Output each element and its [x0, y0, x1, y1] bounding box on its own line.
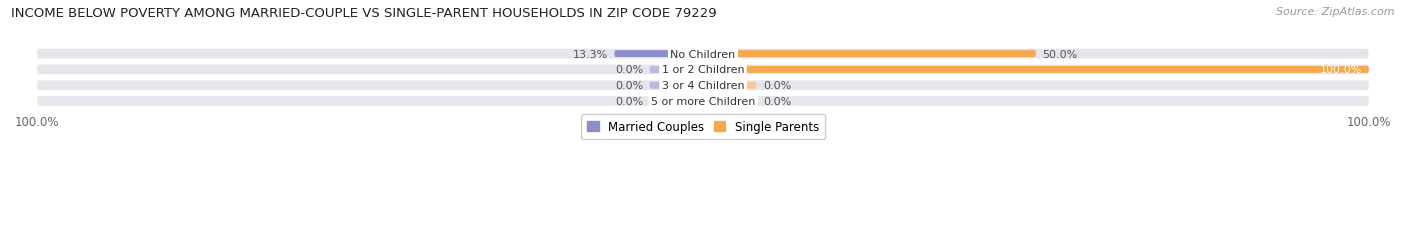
Text: 0.0%: 0.0% [763, 97, 792, 106]
Text: 5 or more Children: 5 or more Children [651, 97, 755, 106]
FancyBboxPatch shape [614, 51, 703, 58]
FancyBboxPatch shape [703, 51, 1036, 58]
FancyBboxPatch shape [37, 81, 1369, 91]
Text: 0.0%: 0.0% [614, 97, 643, 106]
Text: 0.0%: 0.0% [614, 65, 643, 75]
FancyBboxPatch shape [37, 65, 1369, 75]
Legend: Married Couples, Single Parents: Married Couples, Single Parents [581, 115, 825, 140]
Text: 1 or 2 Children: 1 or 2 Children [662, 65, 744, 75]
FancyBboxPatch shape [703, 98, 756, 105]
FancyBboxPatch shape [650, 98, 703, 105]
Text: 100.0%: 100.0% [1320, 65, 1362, 75]
Text: 3 or 4 Children: 3 or 4 Children [662, 81, 744, 91]
Text: 0.0%: 0.0% [763, 81, 792, 91]
Text: No Children: No Children [671, 49, 735, 59]
FancyBboxPatch shape [650, 82, 703, 89]
FancyBboxPatch shape [703, 82, 756, 89]
Text: 50.0%: 50.0% [1042, 49, 1078, 59]
FancyBboxPatch shape [650, 67, 703, 73]
FancyBboxPatch shape [37, 97, 1369, 106]
Text: 0.0%: 0.0% [614, 81, 643, 91]
FancyBboxPatch shape [37, 49, 1369, 59]
Text: Source: ZipAtlas.com: Source: ZipAtlas.com [1277, 7, 1395, 17]
FancyBboxPatch shape [703, 67, 1369, 73]
Text: INCOME BELOW POVERTY AMONG MARRIED-COUPLE VS SINGLE-PARENT HOUSEHOLDS IN ZIP COD: INCOME BELOW POVERTY AMONG MARRIED-COUPL… [11, 7, 717, 20]
Text: 13.3%: 13.3% [572, 49, 607, 59]
